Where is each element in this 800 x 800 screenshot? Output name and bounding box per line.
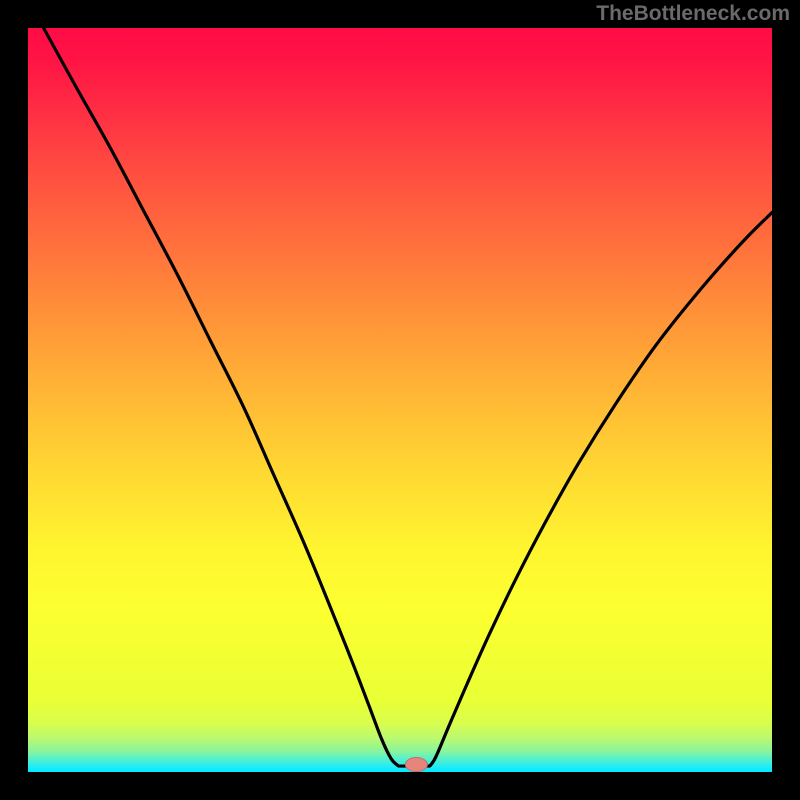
plot-background [28, 28, 772, 772]
bottleneck-chart [0, 0, 800, 800]
optimal-point-marker [405, 758, 427, 772]
watermark-text: TheBottleneck.com [596, 2, 790, 26]
